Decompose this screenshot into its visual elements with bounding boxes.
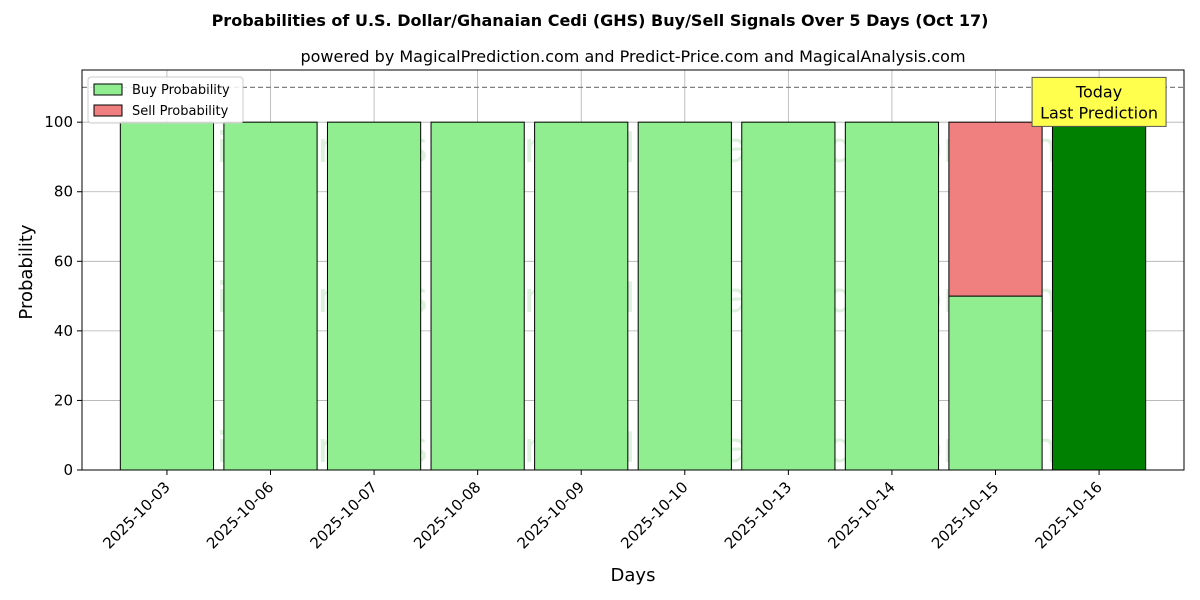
- legend-frame: [87, 76, 244, 124]
- x-tick-label: 2025-10-10: [617, 478, 691, 552]
- annotation-line: Last Prediction: [1040, 103, 1158, 122]
- x-tick-label: 2025-10-07: [307, 478, 381, 552]
- y-axis-label: Probability: [16, 224, 37, 319]
- x-tick-label: 2025-10-08: [410, 478, 484, 552]
- bar-buy-2025-10-16: [1051, 121, 1147, 471]
- x-tick-label: 2025-10-16: [1032, 478, 1106, 552]
- bar-buy-2025-10-13: [741, 121, 836, 471]
- y-tick-label: 60: [54, 252, 73, 270]
- x-tick-label: 2025-10-06: [203, 478, 277, 552]
- y-tick-label: 20: [54, 391, 73, 409]
- x-axis-label: Days: [611, 565, 656, 586]
- chart-subtitle: powered by MagicalPrediction.com and Pre…: [300, 47, 965, 66]
- bar-buy-2025-10-14: [844, 121, 940, 471]
- annotation-line: Today: [1075, 82, 1122, 101]
- x-tick-label: 2025-10-09: [514, 478, 588, 552]
- bar-buy-2025-10-08: [430, 121, 525, 471]
- x-tick-label: 2025-10-14: [824, 478, 898, 552]
- chart-title: Probabilities of U.S. Dollar/Ghanaian Ce…: [212, 11, 989, 30]
- bar-buy-2025-10-10: [637, 121, 732, 471]
- bar-buy-2025-10-03: [119, 121, 215, 471]
- annotation-box: [1031, 76, 1167, 127]
- x-tick-label: 2025-10-15: [928, 478, 1002, 552]
- y-tick-label: 40: [54, 322, 73, 340]
- legend-swatch-0: [93, 83, 123, 96]
- y-tick-label: 100: [44, 113, 73, 131]
- bar-sell-2025-10-15: [948, 121, 1043, 297]
- legend-label-0: Buy Probability: [132, 83, 230, 98]
- x-tick-label: 2025-10-13: [721, 478, 795, 552]
- legend-label-1: Sell Probability: [132, 104, 229, 119]
- x-tick-label: 2025-10-03: [99, 478, 173, 552]
- bar-buy-2025-10-07: [326, 121, 422, 471]
- bar-buy-2025-10-06: [223, 121, 318, 471]
- bar-buy-2025-10-09: [534, 121, 629, 471]
- plot-area: MagicalAnalysis.comMagicalPrediction.com…: [44, 69, 1185, 552]
- legend-swatch-1: [93, 104, 123, 117]
- plot-frame: [81, 69, 1185, 471]
- y-tick-label: 0: [63, 461, 73, 479]
- legend: Buy Probability Sell Probability: [87, 76, 244, 124]
- y-tick-label: 80: [54, 183, 73, 201]
- bar-buy-2025-10-15: [948, 295, 1043, 471]
